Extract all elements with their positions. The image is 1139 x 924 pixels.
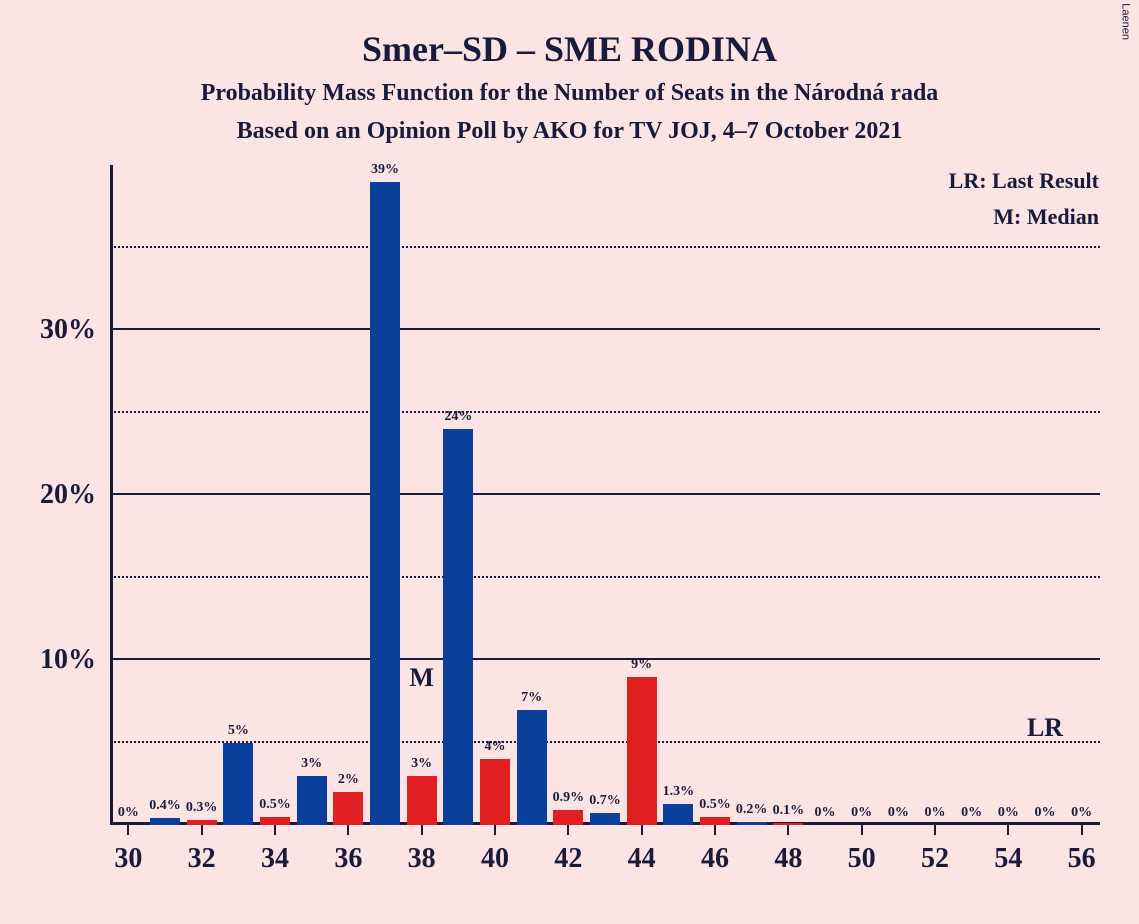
gridline-minor (110, 576, 1100, 578)
gridline-minor (110, 246, 1100, 248)
bar (260, 817, 290, 825)
bar (150, 818, 180, 825)
bar-value-label: 9% (631, 657, 652, 673)
y-axis-label: 10% (40, 644, 96, 676)
chart-subtitle-1: Probability Mass Function for the Number… (0, 80, 1139, 107)
x-axis-label: 44 (628, 843, 656, 875)
bar-value-label: 39% (371, 162, 399, 178)
bar-value-label: 0% (118, 805, 139, 821)
median-marker: M (409, 663, 434, 693)
x-tick (421, 825, 423, 835)
x-tick (1081, 825, 1083, 835)
bar (737, 822, 767, 825)
gridline-major (110, 493, 1100, 495)
gridline-major (110, 658, 1100, 660)
chart-subtitle-2: Based on an Opinion Poll by AKO for TV J… (0, 118, 1139, 145)
x-tick (934, 825, 936, 835)
bar-value-label: 3% (301, 756, 322, 772)
bar (517, 710, 547, 826)
last-result-marker: LR (1027, 713, 1063, 743)
y-axis-label: 20% (40, 479, 96, 511)
x-tick (787, 825, 789, 835)
bar-value-label: 0% (1035, 805, 1056, 821)
bar (443, 429, 473, 825)
chart-title: Smer–SD – SME RODINA (0, 28, 1139, 70)
x-tick (494, 825, 496, 835)
bar-value-label: 0% (925, 805, 946, 821)
chart-container: © 2021 Filip van Laenen Smer–SD – SME RO… (0, 0, 1139, 924)
bar-value-label: 0.4% (149, 798, 181, 814)
bar-value-label: 0.9% (553, 790, 585, 806)
x-axis-label: 38 (408, 843, 436, 875)
bar (480, 759, 510, 825)
bar (297, 776, 327, 826)
x-tick (347, 825, 349, 835)
bar-value-label: 0.5% (699, 797, 731, 813)
bar (663, 804, 693, 825)
bar-value-label: 3% (411, 756, 432, 772)
x-tick (861, 825, 863, 835)
x-axis-label: 36 (334, 843, 362, 875)
bar-value-label: 0.3% (186, 800, 218, 816)
x-axis-label: 30 (114, 843, 142, 875)
x-tick (567, 825, 569, 835)
bar-value-label: 0.5% (259, 797, 291, 813)
bar-value-label: 2% (338, 772, 359, 788)
bar-value-label: 5% (228, 723, 249, 739)
x-axis-label: 54 (994, 843, 1022, 875)
bar (407, 776, 437, 826)
bar (223, 743, 253, 826)
bar-value-label: 24% (444, 409, 472, 425)
gridline-minor (110, 411, 1100, 413)
y-axis-label: 30% (40, 314, 96, 346)
bar-value-label: 0% (998, 805, 1019, 821)
x-tick (274, 825, 276, 835)
bar (700, 817, 730, 825)
x-axis-label: 56 (1068, 843, 1096, 875)
bar-value-label: 4% (485, 739, 506, 755)
bar-value-label: 0% (815, 805, 836, 821)
bar-value-label: 7% (521, 690, 542, 706)
x-tick (127, 825, 129, 835)
gridline-major (110, 328, 1100, 330)
x-axis-label: 42 (554, 843, 582, 875)
bar (627, 677, 657, 826)
x-tick (1007, 825, 1009, 835)
bar (333, 792, 363, 825)
x-tick (641, 825, 643, 835)
plot-area: 10%20%30%0%0.4%0.3%5%0.5%3%2%39%3%24%4%7… (110, 165, 1100, 825)
bar-value-label: 0.1% (773, 803, 805, 819)
x-axis-label: 52 (921, 843, 949, 875)
x-axis-label: 50 (848, 843, 876, 875)
x-axis-label: 48 (774, 843, 802, 875)
bar (590, 813, 620, 825)
x-tick (714, 825, 716, 835)
x-tick (201, 825, 203, 835)
bar (553, 810, 583, 825)
x-axis-label: 32 (188, 843, 216, 875)
gridline-minor (110, 741, 1100, 743)
bar (370, 182, 400, 826)
y-axis (110, 165, 113, 825)
x-axis-label: 40 (481, 843, 509, 875)
bar-value-label: 0% (961, 805, 982, 821)
bar-value-label: 0% (851, 805, 872, 821)
bar-value-label: 1.3% (663, 784, 695, 800)
bar-value-label: 0% (1071, 805, 1092, 821)
bar-value-label: 0.2% (736, 802, 768, 818)
x-axis-label: 34 (261, 843, 289, 875)
bar-value-label: 0% (888, 805, 909, 821)
x-axis-label: 46 (701, 843, 729, 875)
bar-value-label: 0.7% (589, 793, 621, 809)
